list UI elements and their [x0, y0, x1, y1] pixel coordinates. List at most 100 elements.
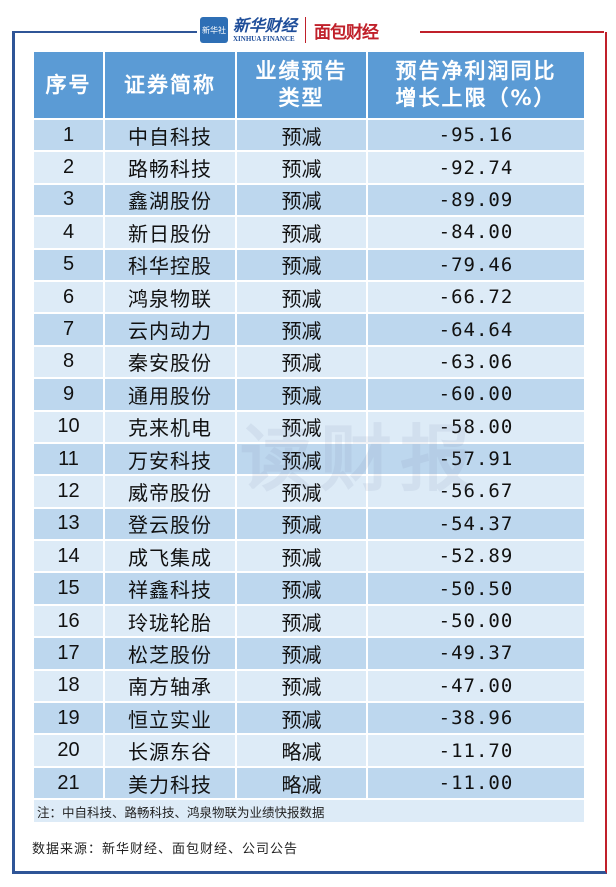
growth-limit-cell: -57.91: [366, 441, 586, 477]
column-header: 证券简称: [103, 50, 237, 120]
growth-limit-cell: -89.09: [366, 182, 586, 218]
rank-cell: 16: [32, 603, 105, 639]
stock-name-cell: 新日股份: [103, 215, 237, 250]
table-row: 7 云内动力 预减 -64.64: [32, 312, 586, 347]
rank-cell: 15: [32, 571, 105, 606]
growth-limit-cell: -50.50: [366, 571, 586, 606]
table-row: 18 南方轴承 预减 -47.00: [32, 668, 586, 704]
rank-cell: 12: [32, 474, 105, 509]
stock-name-cell: 祥鑫科技: [103, 571, 237, 606]
growth-limit-cell: -54.37: [366, 506, 586, 542]
forecast-type-cell: 预减: [235, 182, 368, 218]
rank-cell: 13: [32, 506, 105, 542]
growth-limit-cell: -95.16: [366, 117, 586, 153]
rank-cell: 6: [32, 279, 105, 315]
growth-limit-cell: -50.00: [366, 603, 586, 639]
stock-name-cell: 科华控股: [103, 247, 237, 282]
stock-name-cell: 中自科技: [103, 117, 237, 153]
source-text: 数据来源：新华财经、面包财经、公司公告: [32, 842, 299, 857]
stock-name-cell: 路畅科技: [103, 150, 237, 185]
rank-cell: 21: [32, 765, 105, 801]
growth-limit-cell: -64.64: [366, 312, 586, 347]
rank-cell: 19: [32, 701, 105, 736]
growth-limit-cell: -52.89: [366, 539, 586, 574]
rank-cell: 3: [32, 182, 105, 218]
forecast-type-cell: 预减: [235, 279, 368, 315]
stock-name-cell: 云内动力: [103, 312, 237, 347]
xinhua-badge-logo: 新华社: [200, 17, 228, 43]
stock-name-cell: 恒立实业: [103, 701, 237, 736]
table-row: 21 美力科技 略减 -11.00: [32, 765, 586, 801]
forecast-type-cell: 略减: [235, 765, 368, 801]
stock-name-cell: 通用股份: [103, 377, 237, 412]
stock-name-cell: 南方轴承: [103, 668, 237, 704]
table-row: 15 祥鑫科技 预减 -50.50: [32, 571, 586, 606]
column-header: 业绩预告 类型: [235, 50, 368, 120]
table-row: 13 登云股份 预减 -54.37: [32, 506, 586, 542]
rank-cell: 8: [32, 344, 105, 380]
forecast-type-cell: 略减: [235, 733, 368, 768]
xinhua-finance-logo: 新华财经 XINHUA FINANCE: [233, 15, 298, 43]
stock-name-cell: 鑫湖股份: [103, 182, 237, 218]
column-header: 序号: [32, 50, 105, 120]
stock-name-cell: 成飞集成: [103, 539, 237, 574]
stock-name-cell: 万安科技: [103, 441, 237, 477]
rank-cell: 1: [32, 117, 105, 153]
table-row: 12 威帝股份 预减 -56.67: [32, 474, 586, 509]
stock-name-cell: 长源东谷: [103, 733, 237, 768]
mianbao-logo: 面包财经: [314, 22, 379, 43]
forecast-type-cell: 预减: [235, 409, 368, 444]
forecast-type-cell: 预减: [235, 150, 368, 185]
stock-name-cell: 克来机电: [103, 409, 237, 444]
divider: [420, 31, 604, 33]
growth-limit-cell: -66.72: [366, 279, 586, 315]
rank-cell: 5: [32, 247, 105, 282]
column-header: 预告净利润同比 增长上限（%）: [366, 50, 586, 120]
divider: [12, 31, 197, 33]
forecast-type-cell: 预减: [235, 312, 368, 347]
growth-limit-cell: -79.46: [366, 247, 586, 282]
forecast-type-cell: 预减: [235, 247, 368, 282]
growth-limit-cell: -60.00: [366, 377, 586, 412]
growth-limit-cell: -47.00: [366, 668, 586, 704]
rank-cell: 2: [32, 150, 105, 185]
growth-limit-cell: -92.74: [366, 150, 586, 185]
stock-name-cell: 玲珑轮胎: [103, 603, 237, 639]
rank-cell: 7: [32, 312, 105, 347]
growth-limit-cell: -58.00: [366, 409, 586, 444]
stock-name-cell: 美力科技: [103, 765, 237, 801]
forecast-type-cell: 预减: [235, 636, 368, 671]
forecast-type-cell: 预减: [235, 474, 368, 509]
table-row: 19 恒立实业 预减 -38.96: [32, 701, 586, 736]
table-row: 5 科华控股 预减 -79.46: [32, 247, 586, 282]
forecast-type-cell: 预减: [235, 215, 368, 250]
forecast-type-cell: 预减: [235, 539, 368, 574]
table-row: 8 秦安股份 预减 -63.06: [32, 344, 586, 380]
table-row: 10 克来机电 预减 -58.00: [32, 409, 586, 444]
table-row: 11 万安科技 预减 -57.91: [32, 441, 586, 477]
forecast-type-cell: 预减: [235, 701, 368, 736]
stock-name-cell: 秦安股份: [103, 344, 237, 380]
xinhua-cn: 新华财经: [233, 15, 298, 35]
stock-name-cell: 威帝股份: [103, 474, 237, 509]
table-row: 2 路畅科技 预减 -92.74: [32, 150, 586, 185]
rank-cell: 20: [32, 733, 105, 768]
forecast-type-cell: 预减: [235, 571, 368, 606]
table-row: 16 玲珑轮胎 预减 -50.00: [32, 603, 586, 639]
growth-limit-cell: -11.70: [366, 733, 586, 768]
table-note: 注：中自科技、路畅科技、鸿泉物联为业绩快报数据: [32, 798, 586, 825]
forecast-table: 序号 证券简称 业绩预告 类型 预告净利润同比 增长上限（%） 1 中自科技 预减 -95.…: [32, 50, 586, 825]
table-row: 14 成飞集成 预减 -52.89: [32, 539, 586, 574]
rank-cell: 17: [32, 636, 105, 671]
xinhua-en: XINHUA FINANCE: [233, 34, 295, 43]
table-row: 4 新日股份 预减 -84.00: [32, 215, 586, 250]
growth-limit-cell: -11.00: [366, 765, 586, 801]
forecast-type-cell: 预减: [235, 117, 368, 153]
forecast-type-cell: 预减: [235, 506, 368, 542]
forecast-type-cell: 预减: [235, 344, 368, 380]
rank-cell: 14: [32, 539, 105, 574]
rank-cell: 9: [32, 377, 105, 412]
rank-cell: 11: [32, 441, 105, 477]
forecast-type-cell: 预减: [235, 441, 368, 477]
frame: [12, 32, 607, 874]
